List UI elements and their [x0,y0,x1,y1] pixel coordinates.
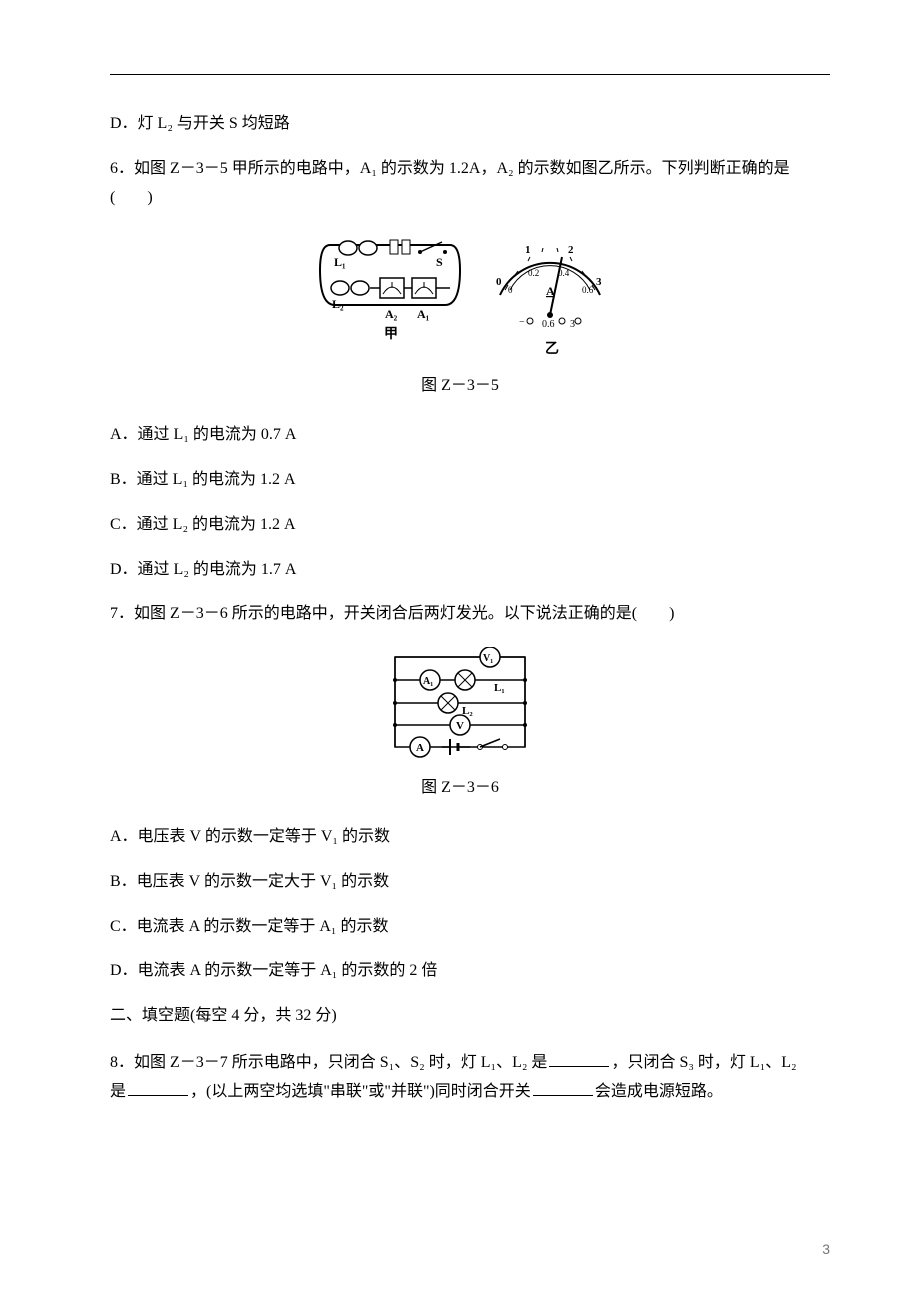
q8-blank-3 [533,1080,593,1096]
q8-stem: 8．如图 Z－3－7 所示电路中，只闭合 S₁、S₂ 时，灯 L₁、L₂ 是 ，只… [110,1049,810,1107]
svg-text:0.2: 0.2 [528,268,539,278]
q8-text-2: ，只闭合 S₃ 时，灯 L₁、L₂ [611,1054,796,1071]
label-jia: 甲 [384,326,398,342]
label-unit-a: A [546,284,555,298]
q8-text-3: 是 [110,1083,126,1100]
q8-blank-1 [549,1051,609,1067]
figure-z-3-5: L₁ S L₂ A₂ A₁ 甲 [110,230,810,360]
q8-text-4: ，(以上两空均选填"串联"或"并联")同时闭合开关 [190,1083,531,1100]
label-l2: L₂ [332,297,344,311]
label-yi: 乙 [545,341,559,357]
figure-z-3-6-caption: 图 Z－3－6 [110,774,810,803]
svg-text:V₁: V₁ [483,653,493,664]
svg-text:0.6: 0.6 [542,319,555,330]
svg-text:3: 3 [596,276,602,288]
q7-option-a: A．电压表 V 的示数一定等于 V₁ 的示数 [110,823,810,852]
svg-text:−: − [519,317,525,328]
q7-stem: 7．如图 Z－3－6 所示的电路中，开关闭合后两灯发光。以下说法正确的是( ) [110,600,810,629]
q6-option-c: C．通过 L₂ 的电流为 1.2 A [110,511,810,540]
figure-z-3-5-caption: 图 Z－3－5 [110,372,810,401]
svg-text:V: V [456,720,464,732]
svg-text:1: 1 [525,244,531,256]
q8-text-5: 会造成电源短路。 [595,1083,723,1100]
label-l1: L₁ [334,255,346,269]
svg-text:A: A [416,742,424,754]
svg-text:L₁: L₁ [494,682,505,694]
svg-text:0: 0 [496,276,502,288]
figure-z-3-6: V₁ A₁ L₁ L₂ V A [110,647,810,762]
svg-text:A₁: A₁ [423,676,433,687]
page-number: 3 [822,1237,830,1262]
svg-text:2: 2 [568,244,574,256]
q5-option-d: D．灯 L₂ 与开关 S 均短路 [110,110,810,139]
q7-option-b: B．电压表 V 的示数一定大于 V₁ 的示数 [110,868,810,897]
q8-text-1: 8．如图 Z－3－7 所示电路中，只闭合 S₁、S₂ 时，灯 L₁、L₂ 是 [110,1054,547,1071]
q6-option-b: B．通过 L₁ 的电流为 1.2 A [110,466,810,495]
label-s: S [436,255,443,269]
label-a1: A₁ [417,307,430,321]
svg-text:3: 3 [570,319,575,330]
q6-option-d: D．通过 L₂ 的电流为 1.7 A [110,556,810,585]
label-a2: A₂ [385,307,398,321]
q6-stem: 6．如图 Z－3－5 甲所示的电路中，A₁ 的示数为 1.2A，A₂ 的示数如图… [110,155,810,213]
q8-blank-2 [128,1080,188,1096]
q6-option-a: A．通过 L₁ 的电流为 0.7 A [110,421,810,450]
header-rule [110,74,830,75]
svg-text:0: 0 [508,285,513,295]
svg-text:0.6: 0.6 [582,285,594,295]
q7-option-d: D．电流表 A 的示数一定等于 A₁ 的示数的 2 倍 [110,957,810,986]
section2-heading: 二、填空题(每空 4 分，共 32 分) [110,1002,810,1031]
q7-option-c: C．电流表 A 的示数一定等于 A₁ 的示数 [110,913,810,942]
